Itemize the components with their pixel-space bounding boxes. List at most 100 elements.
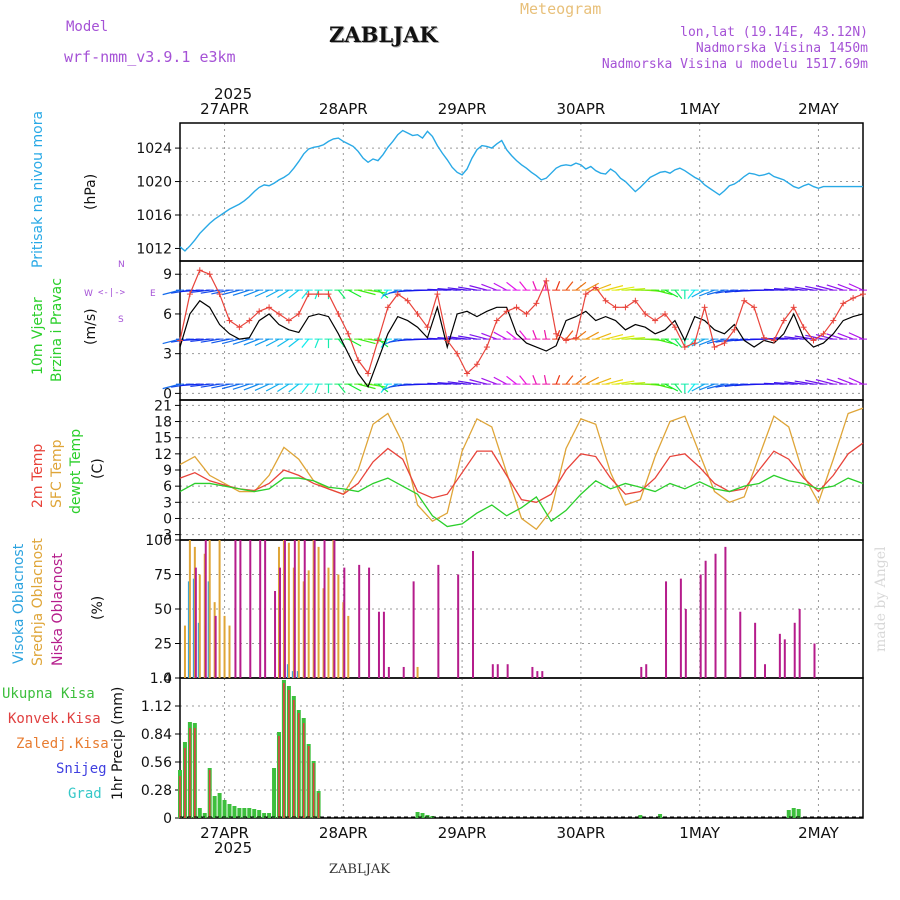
- wind-barb: [506, 330, 517, 340]
- wind-barb: [698, 383, 715, 391]
- precip-total-bar: [247, 808, 252, 818]
- wind-barb: [674, 338, 683, 348]
- legend-graupel: Grad: [68, 786, 102, 802]
- legend-total-rain: Ukupna Kisa: [2, 686, 95, 702]
- x-label-top: 28APR: [319, 100, 368, 118]
- precip-conv-bar: [278, 736, 280, 818]
- precip-total-bar: [227, 804, 232, 818]
- wind-barb: [243, 289, 260, 297]
- precip-total-bar: [197, 808, 202, 818]
- y-tick-label: 0.56: [141, 755, 172, 771]
- wind-barb: [458, 286, 478, 291]
- x-label-top: 27APR: [200, 100, 249, 118]
- y-tick-label: 0.84: [141, 727, 172, 743]
- footer-station: ZABLJAK: [329, 862, 390, 877]
- precip-conv-bar: [317, 793, 320, 818]
- wind-barb: [469, 379, 488, 385]
- wind-barb: [687, 383, 696, 393]
- panel-frame: [179, 122, 864, 262]
- y-tick-label: 18: [154, 415, 172, 431]
- wind-barb: [221, 289, 240, 296]
- wind-barb: [367, 383, 387, 388]
- wind-barb: [265, 338, 280, 347]
- precip-bars: [178, 680, 801, 818]
- precip-total-bar: [267, 813, 272, 818]
- wind-barb: [288, 338, 300, 348]
- wind-barb: [377, 289, 389, 299]
- pressure-line: [179, 129, 863, 252]
- wind-barb: [848, 283, 864, 291]
- x-label-top: 30APR: [556, 100, 605, 118]
- wind-barb: [337, 289, 346, 299]
- wind-barb: [585, 282, 599, 291]
- wind-barb: [232, 383, 250, 390]
- compass-s: S: [118, 315, 124, 325]
- dewpoint-line: [179, 474, 864, 528]
- station-title: ZABLJAK: [329, 22, 438, 47]
- panel-wind: 0 3 6 9: [163, 260, 864, 402]
- precip-conv-bar: [179, 776, 181, 818]
- y-tick-label: 1024: [136, 141, 172, 157]
- wind-barb: [691, 289, 705, 298]
- wind-barb: [605, 285, 624, 291]
- wind-barb: [691, 383, 705, 392]
- x-label-bottom: 2MAY: [798, 824, 840, 842]
- wind-barb: [805, 379, 824, 385]
- y-tick-label: 1016: [136, 208, 172, 224]
- wind-barb: [493, 331, 507, 340]
- wind-barb: [481, 283, 497, 291]
- precip-total-bar: [222, 800, 227, 818]
- wind-barb: [595, 377, 612, 385]
- x-label-bottom: 28APR: [319, 824, 368, 842]
- y-tick-label: 1020: [136, 175, 172, 191]
- x-label-top: 2MAY: [798, 100, 840, 118]
- precip-total-bar: [262, 813, 267, 818]
- wind-barb: [211, 383, 230, 389]
- wind-barb: [314, 338, 320, 349]
- wind-barb: [519, 330, 527, 340]
- wind-barb: [254, 383, 270, 392]
- legend-snow: Snijeg: [56, 761, 107, 777]
- precip-total-bar: [420, 813, 425, 818]
- gust-markers: [177, 267, 866, 377]
- wind-barb: [654, 383, 673, 390]
- wind-barb: [687, 338, 696, 348]
- wind-gust-line: [179, 269, 864, 375]
- wind-barb: [848, 377, 864, 385]
- wind-barb: [200, 383, 220, 388]
- wind-barb: [288, 383, 300, 393]
- wind-barb: [664, 383, 679, 392]
- temp2m-line: [179, 442, 864, 503]
- wind-barb: [377, 383, 389, 393]
- precip-conv-bar: [184, 748, 186, 818]
- y-tick-label: 6: [163, 307, 172, 323]
- wind-barb: [595, 283, 612, 291]
- wind-barb: [162, 289, 181, 296]
- y-tick-label: 6: [163, 479, 172, 495]
- wind-barb: [243, 383, 260, 391]
- wind-barb: [358, 289, 376, 296]
- wind-barb: [532, 375, 537, 385]
- y-tick-label: 100: [145, 533, 172, 549]
- y-tick-label: 0: [163, 511, 172, 527]
- wind-barb: [698, 289, 715, 297]
- y-tick-label: 50: [154, 602, 172, 618]
- y-tick-label: 25: [154, 637, 172, 653]
- wind-barb: [265, 383, 280, 392]
- wind-barb: [555, 281, 561, 291]
- wind-barb: [469, 285, 488, 291]
- wind-barb: [380, 289, 389, 299]
- compass-w: W: [84, 289, 93, 299]
- compass-e: E: [150, 289, 156, 299]
- wind-barb: [254, 289, 270, 298]
- wind-barb: [805, 334, 824, 340]
- wind-barbs: [162, 281, 867, 394]
- wind-barb: [654, 338, 673, 345]
- wind-barb: [815, 285, 834, 291]
- model-altitude-label: Nadmorska Visina u modelu 1517.69m: [601, 57, 868, 72]
- wind-barb: [794, 380, 814, 385]
- wind-barb: [715, 383, 735, 388]
- wind-barb: [519, 281, 527, 291]
- wind-barb: [687, 289, 696, 299]
